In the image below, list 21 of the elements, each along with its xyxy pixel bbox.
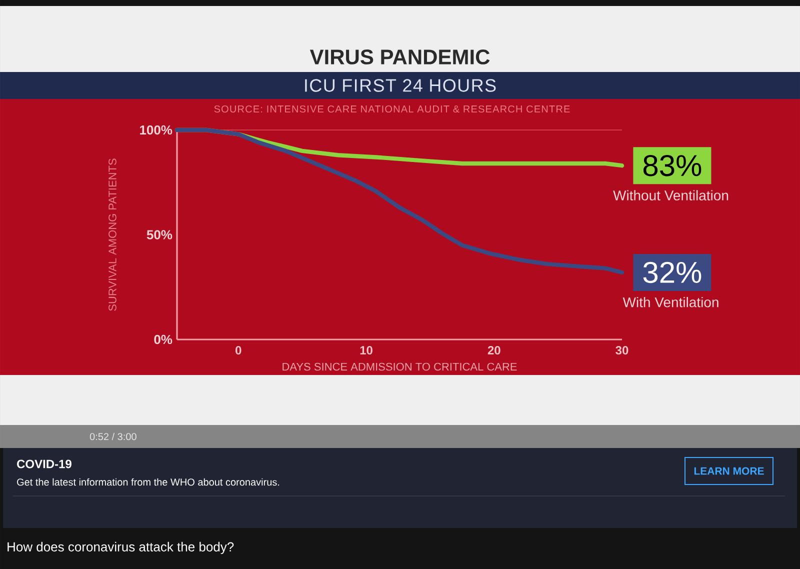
y-axis-title: SURVIVAL AMONG PATIENTS (108, 158, 116, 311)
text: 0:52 / 3:00 (90, 432, 136, 440)
chart-title: VIRUS PANDEMIC (310, 50, 490, 64)
x-tick-label: 10 (360, 346, 372, 355)
x-tick-label: 20 (488, 346, 500, 355)
text: Get the latest information from the WHO about coronavirus. (17, 478, 280, 486)
x-tick-label: 0 (236, 346, 242, 355)
data-label: 83% (643, 154, 702, 176)
y-tick-label: 0% (154, 334, 172, 344)
x-axis-title: DAYS SINCE ADMISSION TO CRITICAL CARE (282, 362, 517, 371)
text: LEARN MORE (694, 467, 764, 475)
y-tick-label: 50% (146, 230, 172, 240)
series-label: With Ventilation (622, 296, 718, 308)
source-note: SOURCE: INTENSIVE CARE NATIONAL AUDIT & RESEARCH CENTRE (214, 105, 570, 113)
text: How does coronavirus attack the body? (8, 542, 234, 554)
series-label: Without Ventilation (613, 190, 728, 200)
data-label: 32% (643, 262, 702, 284)
y-tick-label: 100% (140, 125, 172, 135)
x-tick-label: 30 (616, 346, 628, 355)
text: COVID-19 (17, 460, 72, 468)
chart-subtitle: ICU FIRST 24 HOURS (305, 79, 496, 92)
